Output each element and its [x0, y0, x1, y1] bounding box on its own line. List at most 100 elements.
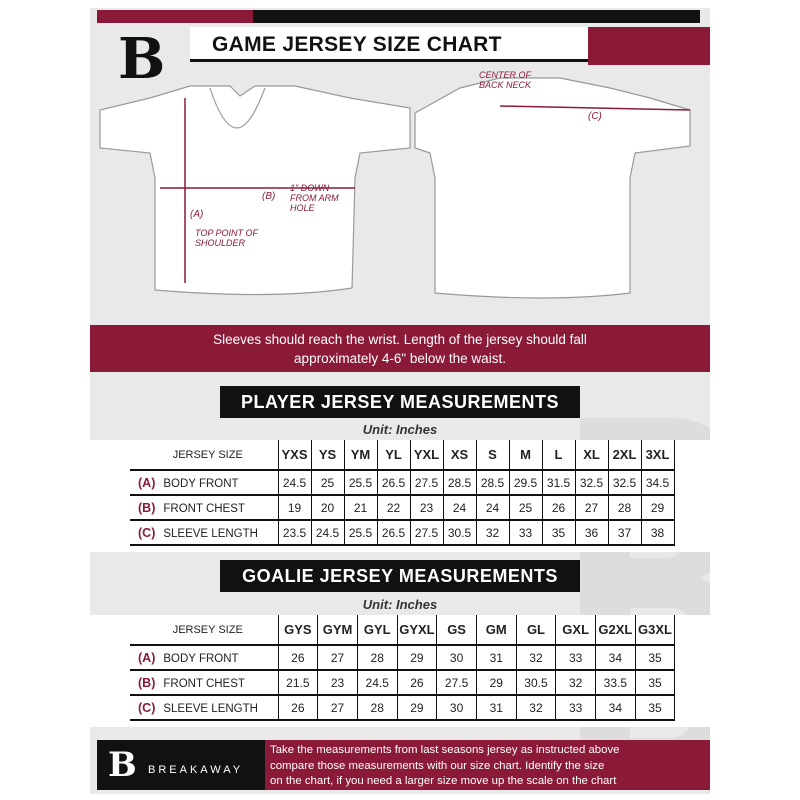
table-cell: 28.5	[443, 470, 477, 495]
size-header: GL	[516, 615, 557, 645]
table-row: (A) BODY FRONT 26 27 28 29 30 31 32 33 34 35	[130, 645, 676, 670]
table-row: (B) FRONT CHEST 21.5 23 24.5 26 27.5 29 30.5 32 33…	[130, 670, 676, 695]
fit-note-banner: Sleeves should reach the wrist. Length o…	[90, 325, 710, 372]
measure-c-line	[499, 105, 691, 111]
table-cell: 34.5	[641, 470, 675, 495]
size-header: GYM	[317, 615, 358, 645]
table-cell: 32.5	[575, 470, 609, 495]
size-header: 3XL	[641, 440, 675, 470]
jersey-diagram	[99, 77, 691, 299]
table-row: (B) FRONT CHEST 19 20 21 22 23 24 24 25 26 27 28 29	[130, 495, 675, 520]
table-cell: 23.5	[278, 520, 312, 545]
table-cell: 28	[357, 695, 398, 720]
table-cell: 37	[608, 520, 642, 545]
table-cell: 32	[476, 520, 510, 545]
row-label: (B) FRONT CHEST	[130, 495, 279, 520]
goalie-size-table: JERSEY SIZE GYS GYM GYL GYXL GS GM GL GXL G2XL G3X…	[130, 615, 676, 721]
fit-note-line1: Sleeves should reach the wrist. Length o…	[213, 332, 587, 347]
page-title: GAME JERSEY SIZE CHART	[212, 33, 502, 56]
table-cell: 31	[476, 645, 517, 670]
table-cell: 20	[311, 495, 345, 520]
label-b: (B)	[262, 191, 276, 202]
table-cell: 26	[278, 695, 319, 720]
row-name: BODY FRONT	[163, 652, 239, 665]
size-header: YS	[311, 440, 345, 470]
size-header: YM	[344, 440, 378, 470]
table-cell: 27	[317, 695, 358, 720]
table-cell: 35	[635, 645, 676, 670]
table-cell: 35	[635, 695, 676, 720]
table-cell: 29.5	[509, 470, 543, 495]
footer-logo: B	[108, 745, 137, 785]
size-header: G3XL	[635, 615, 676, 645]
size-header: L	[542, 440, 576, 470]
size-header: YL	[377, 440, 411, 470]
row-label: (A) BODY FRONT	[130, 645, 279, 670]
table-cell: 32	[555, 670, 596, 695]
size-header: GYXL	[397, 615, 438, 645]
table-cell: 25.5	[344, 470, 378, 495]
row-letter: (A)	[138, 650, 156, 665]
table-cell: 26.5	[377, 520, 411, 545]
size-header: XS	[443, 440, 477, 470]
size-header: GM	[476, 615, 517, 645]
title-box: GAME JERSEY SIZE CHART	[190, 27, 588, 62]
footer-brand-block	[97, 740, 265, 790]
back-jersey-illustration	[414, 77, 691, 299]
footer-line1: Take the measurements from last seasons …	[270, 744, 620, 756]
player-table-band: JERSEY SIZE YXS YS YM YL YXL XS S M L XL 2XL 3XL (A) B…	[90, 440, 710, 552]
title-accent	[588, 27, 710, 65]
row-label: (C) SLEEVE LENGTH	[130, 695, 279, 720]
goalie-section-title: GOALIE JERSEY MEASUREMENTS	[220, 560, 580, 592]
player-section-title: PLAYER JERSEY MEASUREMENTS	[220, 386, 580, 418]
table-cell: 33.5	[595, 670, 636, 695]
table-cell: 29	[476, 670, 517, 695]
size-header: GYL	[357, 615, 398, 645]
table-cell: 26	[278, 645, 319, 670]
table-cell: 34	[595, 695, 636, 720]
table-cell: 27	[317, 645, 358, 670]
one-inch-note: 1" DOWN FROM ARM HOLE	[290, 183, 339, 213]
table-header-row: JERSEY SIZE GYS GYM GYL GYXL GS GM GL GXL G2XL G3X…	[130, 615, 676, 645]
table-cell: 24	[476, 495, 510, 520]
size-header: S	[476, 440, 510, 470]
label-c: (C)	[588, 111, 602, 122]
table-cell: 32	[516, 645, 557, 670]
table-cell: 27.5	[436, 670, 477, 695]
row-name: BODY FRONT	[163, 477, 239, 490]
footer-line3: on the chart, if you need a larger size …	[270, 775, 617, 787]
table-cell: 33	[555, 645, 596, 670]
table-cell: 31	[476, 695, 517, 720]
table-cell: 24	[443, 495, 477, 520]
table-cell: 26	[397, 670, 438, 695]
row-letter: (B)	[138, 675, 156, 690]
size-label-header: JERSEY SIZE	[130, 440, 279, 470]
size-header: XL	[575, 440, 609, 470]
size-header: GS	[436, 615, 477, 645]
table-cell: 30.5	[516, 670, 557, 695]
table-cell: 25.5	[344, 520, 378, 545]
row-label: (A) BODY FRONT	[130, 470, 279, 495]
row-name: SLEEVE LENGTH	[163, 527, 258, 540]
footer-instructions: Take the measurements from last seasons …	[265, 740, 710, 790]
table-cell: 30	[436, 645, 477, 670]
row-letter: (A)	[138, 475, 156, 490]
table-cell: 26	[542, 495, 576, 520]
table-cell: 25	[509, 495, 543, 520]
row-label: (C) SLEEVE LENGTH	[130, 520, 279, 545]
row-label: (B) FRONT CHEST	[130, 670, 279, 695]
size-header: GXL	[555, 615, 596, 645]
table-cell: 36	[575, 520, 609, 545]
table-cell: 30.5	[443, 520, 477, 545]
table-cell: 19	[278, 495, 312, 520]
size-header: M	[509, 440, 543, 470]
size-header: 2XL	[608, 440, 642, 470]
table-cell: 21.5	[278, 670, 319, 695]
top-black-bar	[253, 10, 700, 23]
table-cell: 22	[377, 495, 411, 520]
row-letter: (B)	[138, 500, 156, 515]
table-cell: 31.5	[542, 470, 576, 495]
size-header: GYS	[278, 615, 319, 645]
table-cell: 24.5	[278, 470, 312, 495]
top-accent-bar	[97, 10, 253, 23]
